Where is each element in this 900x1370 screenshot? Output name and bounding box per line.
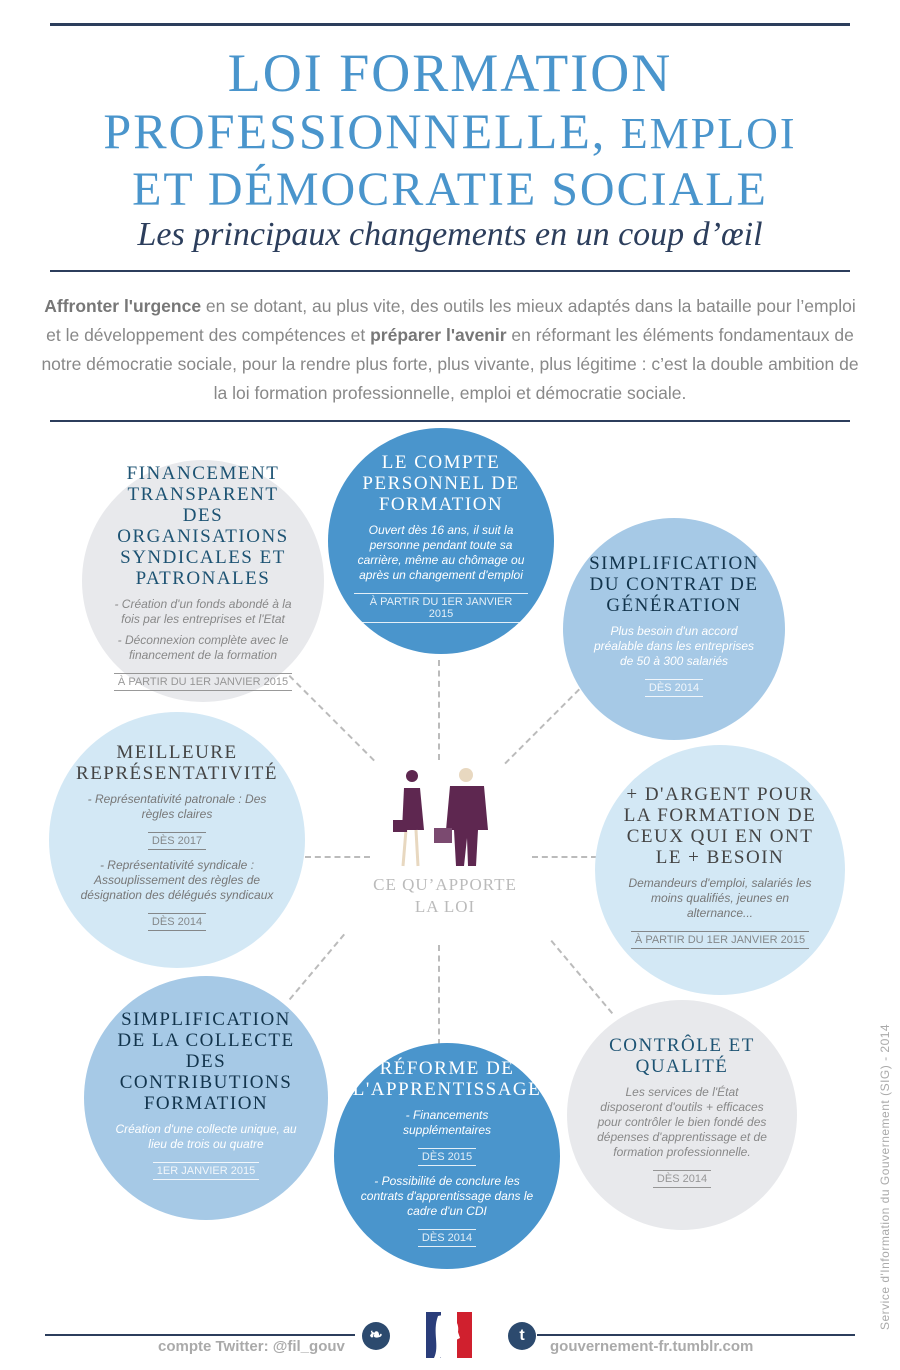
twitter-link[interactable]: compte Twitter: @fil_gouv [158,1338,345,1355]
title-part: EMPLOI [620,109,797,158]
footer-rule-left [45,1334,355,1336]
connector [550,940,614,1015]
circle-representativite: MEILLEURE REPRÉSENTATIVITÉ - Représentat… [49,712,305,968]
intro-text: en se dotant, au plus vite, des outils l… [46,296,856,345]
circle-item: - Représentativité patronale : Des règle… [87,791,267,821]
marianne-logo [426,1312,472,1358]
connector [504,688,580,765]
circle-collecte: SIMPLIFICATION DE LA COLLECTE DES CONTRI… [84,976,328,1220]
circle-text: Les services de l'État disposeront d'out… [597,1084,767,1159]
intro-text: en réformant les éléments fondamentaux d… [41,325,859,403]
circle-title: LE COMPTE PERSONNEL DE FORMATION [362,451,520,515]
circle-date: DÈS 2014 [417,1228,477,1247]
title-part: PROFESSIONNELLE, [103,103,607,159]
circle-title: CONTRÔLE ET QUALITÉ [609,1034,755,1077]
circle-date: 1ER JANVIER 2015 [152,1161,260,1180]
connector [288,933,345,1001]
circle-text: Demandeurs d'emploi, salariés les moins … [628,875,812,920]
circle-financement: FINANCEMENT TRANSPARENT DES ORGANISATION… [82,460,324,702]
connector [438,660,440,760]
tumblr-link[interactable]: gouvernement-fr.tumblr.com [550,1338,754,1355]
circle-date: À PARTIR DU 1ER JANVIER 2015 [354,592,528,623]
title-line-2: PROFESSIONNELLE, EMPLOI [0,102,900,160]
circle-apprentissage: RÉFORME DE L'APPRENTISSAGE - Financement… [334,1043,560,1269]
circle-item: - Déconnexion complète avec le financeme… [117,633,289,662]
circle-title: SIMPLIFICATION DE LA COLLECTE DES CONTRI… [117,1008,295,1114]
divider [50,270,850,272]
circle-text: Plus besoin d'un accord préalable dans l… [593,624,755,668]
circle-title: + D'ARGENT POUR LA FORMATION DE CEUX QUI… [623,783,817,868]
connector [532,856,597,858]
top-rule [50,23,850,26]
credit-text: Service d'Information du Gouvernement (S… [878,1023,892,1330]
circle-title: FINANCEMENT TRANSPARENT DES ORGANISATION… [117,463,289,589]
circle-title: RÉFORME DE L'APPRENTISSAGE [352,1057,542,1100]
circle-date: DÈS 2017 [147,831,207,850]
intro-paragraph: Affronter l'urgence en se dotant, au plu… [40,292,860,408]
circle-contrat: SIMPLIFICATION DU CONTRAT DE GÉNÉRATION … [563,518,785,740]
tumblr-icon[interactable]: t [508,1322,536,1350]
twitter-icon[interactable]: ❧ [362,1322,390,1350]
circle-argent: + D'ARGENT POUR LA FORMATION DE CEUX QUI… [595,745,845,995]
subtitle: Les principaux changements en un coup d’… [137,216,763,253]
intro-bold: préparer l'avenir [370,325,507,345]
circle-item: - Possibilité de conclure les contrats d… [360,1173,534,1218]
title-line-3: ET DÉMOCRATIE SOCIALE [132,163,768,216]
connector [438,945,440,1045]
circle-title: SIMPLIFICATION DU CONTRAT DE GÉNÉRATION [589,553,759,616]
circle-title: MEILLEURE REPRÉSENTATIVITÉ [76,741,278,784]
title-line-1: LOI FORMATION [227,43,673,103]
circle-item: - Création d'un fonds abondé à la fois p… [114,597,292,626]
business-people-illustration [393,768,488,867]
center-label: CE QU’APPORTE LA LOI [373,875,517,916]
circle-text: Ouvert dès 16 ans, il suit la personne p… [357,522,525,582]
circle-text: Création d'une collecte unique, au lieu … [115,1121,297,1151]
circle-date: DÈS 2014 [652,1169,712,1188]
divider [50,420,850,422]
circle-date: À PARTIR DU 1ER JANVIER 2015 [113,673,293,691]
circle-compte: LE COMPTE PERSONNEL DE FORMATION Ouvert … [328,428,554,654]
connector [305,856,370,858]
circle-date: À PARTIR DU 1ER JANVIER 2015 [630,930,810,949]
circle-date: DÈS 2014 [644,679,704,697]
connector [288,675,375,762]
circle-item: - Représentativité syndicale : Assouplis… [80,857,274,902]
circle-date: DÈS 2015 [417,1147,477,1166]
intro-bold: Affronter l'urgence [44,296,202,316]
circle-controle: CONTRÔLE ET QUALITÉ Les services de l'Ét… [567,1000,797,1230]
circle-item: - Financements supplémentaires [402,1107,492,1137]
footer-rule-right [537,1334,855,1336]
circle-date: DÈS 2014 [147,912,207,931]
